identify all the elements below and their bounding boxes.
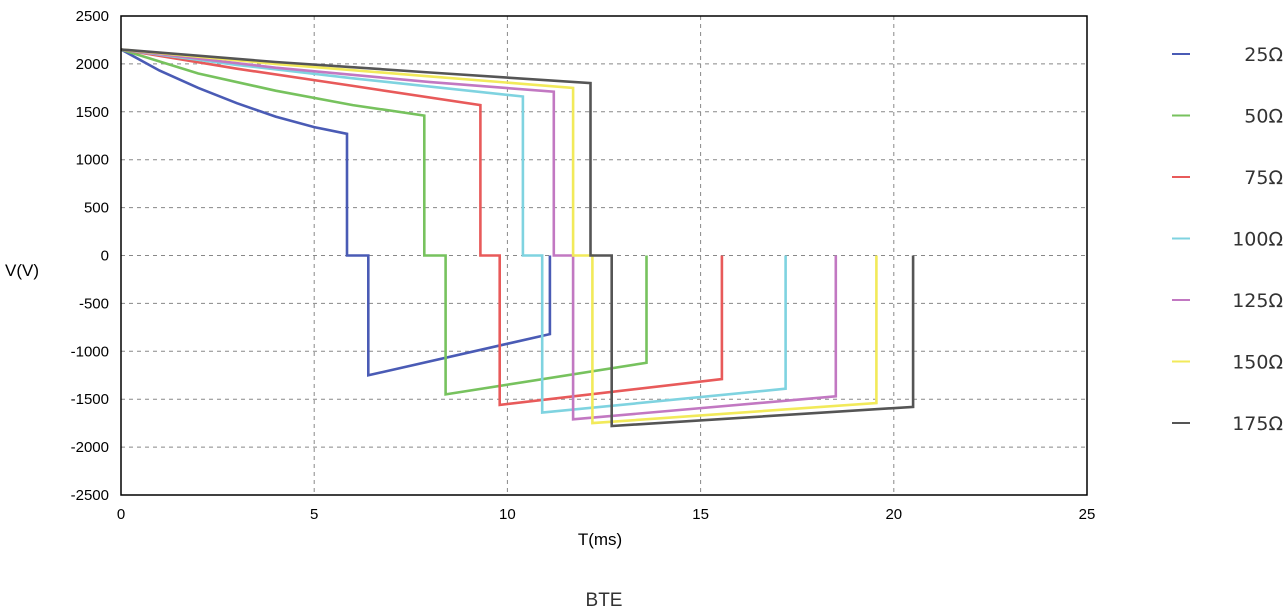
y-tick-label: -1000 — [71, 343, 109, 360]
series-line-100-ohm — [120, 48, 787, 415]
x-axis-ticks: 0 5 10 15 20 25 — [117, 506, 1096, 523]
chart-caption: BTE — [586, 590, 623, 609]
y-tick-label: -2000 — [71, 439, 109, 456]
x-tick-label: 10 — [499, 506, 516, 523]
y-axis-label: V(V) — [5, 261, 39, 280]
series-line-125-ohm — [120, 48, 838, 421]
series-line-25-ohm — [120, 48, 552, 377]
y-tick-label: 2000 — [76, 56, 109, 73]
legend-label: 50Ω — [1244, 106, 1283, 128]
y-tick-label: -500 — [79, 295, 109, 312]
x-tick-label: 0 — [117, 506, 125, 523]
y-tick-label: -2500 — [71, 487, 109, 504]
x-axis-label: T(ms) — [578, 530, 622, 549]
series-line-175-ohm — [120, 48, 915, 428]
series-line-75-ohm — [120, 48, 724, 407]
x-tick-label: 25 — [1079, 506, 1096, 523]
y-tick-label: 1000 — [76, 152, 109, 169]
legend-label: 25Ω — [1244, 44, 1283, 66]
x-tick-label: 5 — [310, 506, 318, 523]
y-axis-ticks: 2500 2000 1500 1000 500 0 -500 -1000 -1500 -2000 -… — [71, 8, 109, 504]
y-tick-label: -1500 — [71, 391, 109, 408]
y-tick-label: 500 — [84, 200, 109, 217]
legend-label: 175Ω — [1232, 413, 1283, 435]
y-tick-label: 1500 — [76, 104, 109, 121]
series-layer — [120, 48, 915, 428]
x-tick-label: 15 — [692, 506, 709, 523]
y-tick-label: 0 — [101, 248, 109, 265]
series-line-50-ohm — [120, 48, 648, 396]
legend-label: 125Ω — [1232, 290, 1283, 312]
legend-label: 150Ω — [1232, 352, 1283, 374]
legend-label: 100Ω — [1232, 229, 1283, 251]
legend-label: 75Ω — [1244, 167, 1283, 189]
legend: 25Ω 50Ω 75Ω 100Ω 125Ω 150Ω 175Ω — [1172, 44, 1283, 435]
x-tick-label: 20 — [885, 506, 902, 523]
plot-frame — [120, 15, 1088, 496]
series-line-150-ohm — [120, 48, 878, 425]
y-tick-label: 2500 — [76, 8, 109, 25]
